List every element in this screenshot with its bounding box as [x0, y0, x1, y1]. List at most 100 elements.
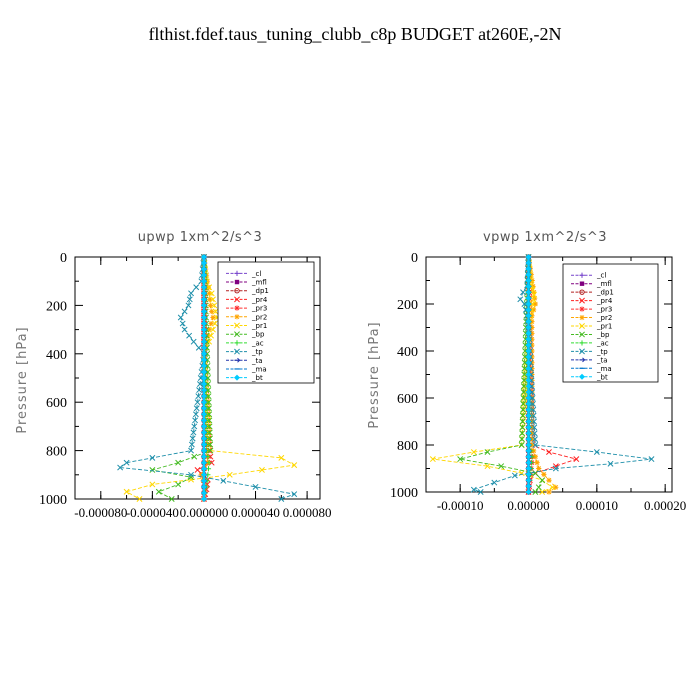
data-point [518, 442, 525, 448]
data-point [206, 405, 212, 412]
data-point [200, 423, 207, 430]
data-point [206, 417, 213, 424]
data-point [525, 271, 532, 278]
data-point [520, 400, 527, 407]
data-point [149, 467, 156, 473]
data-point [186, 296, 193, 303]
data-point [546, 477, 552, 483]
data-point [531, 418, 537, 425]
x-tick-label: -0.000080 [74, 505, 127, 520]
data-point [525, 418, 532, 425]
legend-label: _bt [251, 374, 263, 382]
data-point [525, 277, 532, 284]
data-point [207, 441, 214, 448]
panel-title: upwp 1xm^2/s^3 [138, 230, 263, 245]
data-point [525, 436, 532, 443]
data-point [525, 400, 532, 407]
legend-swatch-marker [234, 348, 240, 355]
legend-label: _tp [251, 348, 263, 356]
legend-label: _bt [596, 373, 608, 381]
data-point [195, 393, 202, 400]
legend-swatch-marker [579, 281, 585, 286]
data-point [206, 460, 212, 466]
data-point [181, 308, 188, 315]
legend-swatch-marker [234, 305, 240, 311]
legend-box [217, 261, 315, 384]
data-point [519, 430, 526, 437]
data-point [175, 481, 182, 488]
data-point [521, 389, 528, 396]
data-point [149, 481, 156, 488]
data-point [200, 477, 207, 484]
data-point [520, 389, 527, 396]
legend-swatch-marker [234, 322, 240, 329]
y-tick-label: 400 [46, 348, 67, 363]
legend-label: _ac [596, 339, 609, 347]
vpwp-panel: vpwp 1xm^2/s^3 Pressure [hPa] 0 200 400 600 80… [367, 230, 686, 513]
data-point [205, 387, 212, 394]
data-point [530, 296, 537, 303]
data-point [200, 405, 207, 412]
data-point [200, 320, 207, 327]
legend-swatch-marker [234, 331, 240, 338]
data-point [188, 441, 195, 448]
data-point [190, 338, 197, 345]
data-point [149, 454, 156, 461]
data-point [525, 371, 532, 378]
data-point [200, 272, 207, 279]
legend-label: _pr3 [251, 305, 267, 313]
data-point [200, 290, 207, 297]
legend-swatch-marker [579, 340, 585, 346]
data-point [189, 435, 196, 442]
data-point [200, 496, 207, 502]
data-point [278, 496, 285, 502]
y-tick-label: 1000 [39, 493, 67, 508]
data-point [525, 348, 532, 354]
data-point [200, 435, 207, 442]
legend-label: _pr4 [596, 297, 613, 305]
series-bt [200, 254, 207, 502]
data-point [517, 296, 524, 303]
data-point [200, 375, 207, 381]
data-point [552, 463, 559, 470]
x-tick-label: 0.00000 [507, 498, 549, 513]
data-point [530, 406, 537, 413]
data-point [607, 460, 614, 467]
y-tick-label: 800 [46, 445, 67, 460]
data-point [470, 486, 477, 493]
data-point [525, 377, 532, 384]
data-point [525, 442, 532, 448]
data-point [206, 290, 212, 296]
data-point [252, 483, 259, 490]
legend-swatch-marker [579, 272, 585, 278]
data-point [200, 266, 207, 273]
data-point [200, 314, 207, 321]
data-point [259, 467, 265, 473]
legend-label: _bp [251, 331, 265, 339]
data-point [519, 418, 526, 425]
data-point [200, 308, 207, 315]
data-point [206, 411, 213, 418]
data-point [200, 338, 207, 345]
data-point [525, 342, 532, 349]
data-point [457, 456, 464, 463]
legend-box [562, 263, 659, 383]
data-point [525, 489, 532, 495]
data-point [210, 326, 216, 333]
data-point [208, 290, 215, 297]
data-point [117, 464, 124, 471]
y-tick-label: 200 [397, 298, 418, 313]
legend-swatch-marker [234, 279, 240, 285]
data-point [519, 412, 526, 419]
data-point [531, 448, 537, 454]
legend-swatch-marker [234, 357, 241, 363]
data-point [200, 387, 207, 394]
data-point [207, 447, 214, 454]
data-point [200, 326, 207, 333]
data-point [155, 488, 162, 495]
data-point [200, 368, 207, 375]
data-point [525, 459, 532, 466]
data-point [529, 400, 536, 407]
legend-swatch-marker [234, 296, 240, 303]
